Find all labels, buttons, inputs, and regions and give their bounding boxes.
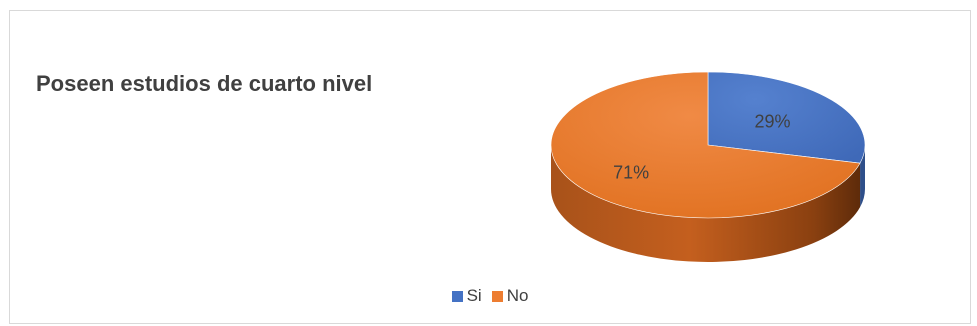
pie-side-si [860,145,865,208]
chart-legend: Si No [10,286,970,306]
legend-label-no: No [506,286,529,305]
legend-swatch-si [451,290,463,302]
pie-slice-no [550,71,861,219]
chart-frame: Poseen estudios de cuarto nivel 29% 71% S… [9,10,971,324]
data-label-no: 71% [613,163,649,183]
chart-title: Poseen estudios de cuarto nivel [36,71,373,96]
pie-chart: 29% 71% [550,71,866,262]
pie-slice-si [707,71,866,164]
legend-swatch-no [491,290,503,302]
pie-side-no [551,145,861,262]
legend-item-no: No [491,286,529,306]
legend-item-si: Si [451,286,482,306]
legend-label-si: Si [466,286,482,305]
data-label-si: 29% [754,112,790,132]
